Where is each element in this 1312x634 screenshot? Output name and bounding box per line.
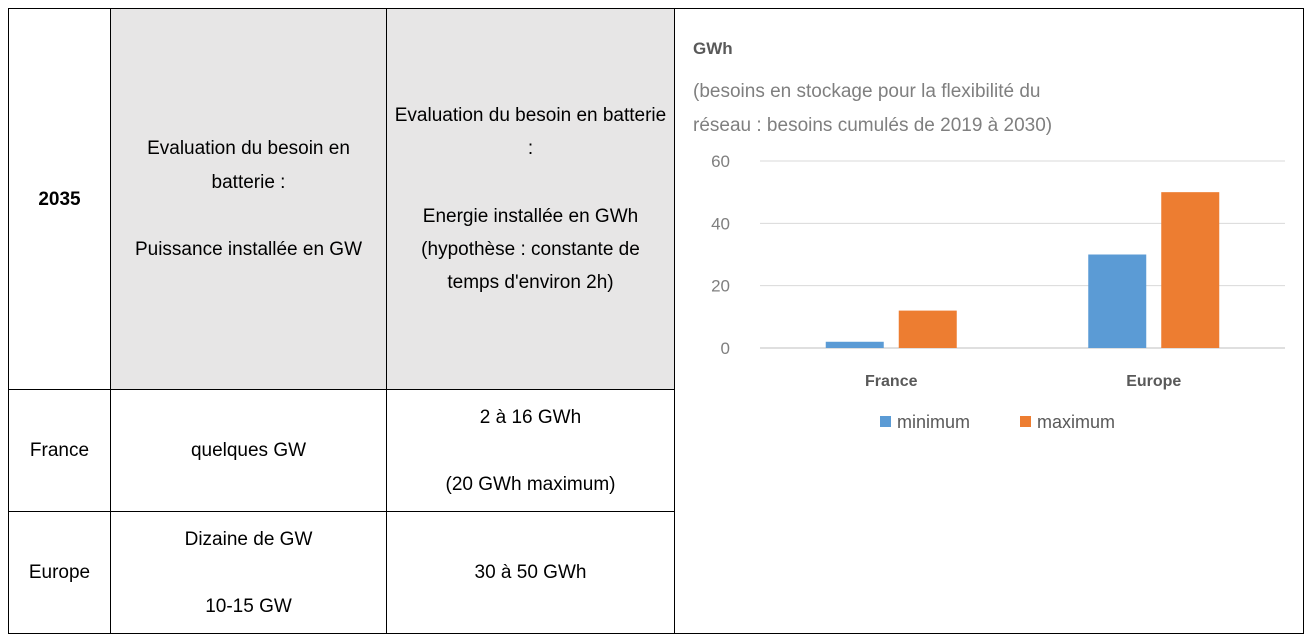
cell-text: Europe	[28, 562, 91, 584]
table-cell: Evaluation du besoin en batterie : Puissa…	[110, 7, 387, 391]
cell-text: Puissance installée en GW	[134, 238, 363, 260]
cell-text: Evaluation du besoin en batterie :	[147, 138, 350, 193]
cell-text: 10-15 GW	[205, 595, 292, 617]
chart: GWh (besoins en stockage pour la flexibil…	[693, 39, 1285, 432]
legend-label: maximum	[1037, 412, 1115, 432]
battery-table: 2035 Evaluation du besoin en batterie : Pu…	[8, 7, 1304, 634]
chart-subtitle: réseau : besoins cumulés de 2019 à 2030)	[693, 115, 1052, 136]
y-tick-label: 0	[721, 339, 730, 358]
y-tick-label: 60	[711, 152, 730, 171]
table-cell: 30 à 50 GWh	[386, 511, 675, 634]
cell-text: 2 à 16 GWh	[479, 406, 582, 428]
chart-subtitle: (besoins en stockage pour la flexibilité…	[693, 81, 1040, 102]
legend-label: minimum	[897, 412, 970, 432]
cell-text: (20 GWh maximum)	[445, 473, 616, 495]
bar	[1088, 254, 1147, 348]
cell-text: quelques GW	[190, 440, 307, 462]
chart-title: GWh	[693, 39, 733, 58]
table-cell: Dizaine de GW 10-15 GW	[110, 511, 387, 634]
legend-swatch	[1020, 416, 1031, 427]
table-cell: 2035	[8, 7, 111, 391]
y-tick-label: 20	[711, 277, 730, 296]
table-cell: Evaluation du besoin en batterie : Energi…	[386, 7, 675, 391]
table-row: France quelques GW 2 à 16 GWh (20 GWh maxim…	[8, 389, 1304, 513]
cell-text: France	[29, 440, 90, 462]
bar	[898, 310, 957, 348]
x-tick-label: France	[865, 373, 918, 390]
table-cell: 2 à 16 GWh (20 GWh maximum)	[386, 389, 675, 513]
table-cell: Europe	[8, 511, 111, 634]
cell-text: Dizaine de GW	[184, 528, 313, 550]
table-row: Europe Dizaine de GW 10-15 GW 30 à 50 GWh	[8, 511, 1304, 634]
legend-swatch	[880, 416, 891, 427]
y-tick-label: 40	[711, 214, 730, 233]
bar	[825, 341, 884, 348]
cell-text: Energie installée en GWh (hypothèse : co…	[421, 205, 640, 294]
bar	[1161, 192, 1220, 348]
cell-text: Evaluation du besoin en batterie :	[394, 105, 667, 160]
cell-text: 2035	[38, 188, 81, 210]
table-cell: France	[8, 389, 111, 513]
chart-cell: GWh (besoins en stockage pour la flexibil…	[674, 7, 1304, 634]
x-tick-label: Europe	[1126, 373, 1181, 390]
cell-text: 30 à 50 GWh	[474, 562, 587, 584]
table-row: 2035 Evaluation du besoin en batterie : Pu…	[8, 7, 1304, 634]
table-cell: quelques GW	[110, 389, 387, 513]
